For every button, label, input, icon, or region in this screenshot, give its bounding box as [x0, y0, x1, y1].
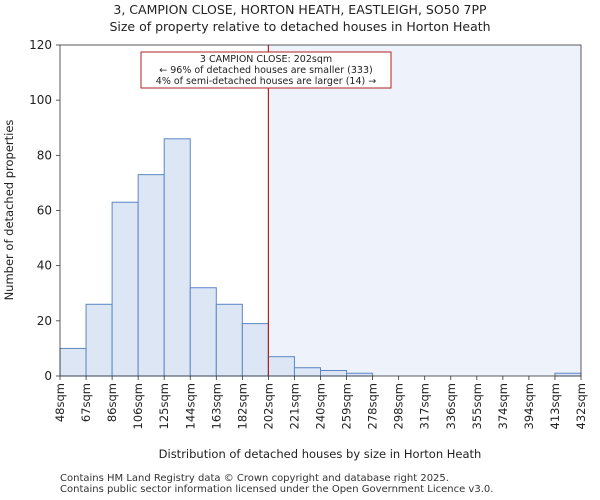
bar-48sqm: [59, 347, 87, 377]
bar-86sqm: [111, 201, 139, 377]
x-axis-ticks: 48sqm 67sqm 86sqm 106sqm 125sqm 144sqm 163sqm 1…: [53, 376, 588, 429]
annotation-line-2: ← 96% of detached houses are smaller (33…: [159, 65, 372, 76]
x-tick-label-317sqm: 317sqm: [418, 383, 432, 429]
x-tick-label-394sqm: 394sqm: [522, 383, 536, 429]
y-tick-label-80: 80: [37, 148, 52, 162]
y-tick-label-40: 40: [37, 259, 52, 273]
annotation-line-1: 3 CAMPION CLOSE: 202sqm: [200, 54, 332, 65]
chart-subtitle: Size of property relative to detached ho…: [109, 19, 490, 34]
bar-163sqm: [215, 303, 243, 377]
x-tick-label-144sqm: 144sqm: [183, 383, 197, 429]
x-tick-label-259sqm: 259sqm: [340, 383, 354, 429]
x-tick-label-221sqm: 221sqm: [287, 383, 301, 429]
annotation-line-3: 4% of semi-detached houses are larger (1…: [156, 76, 376, 87]
bar-240sqm: [320, 369, 348, 377]
x-tick-label-125sqm: 125sqm: [157, 383, 171, 429]
y-axis-ticks: 0 20 40 60 80 100 120: [29, 38, 60, 383]
x-tick-label-67sqm: 67sqm: [79, 383, 93, 422]
x-tick-label-413sqm: 413sqm: [548, 383, 562, 429]
bar-182sqm: [241, 323, 269, 377]
x-tick-label-106sqm: 106sqm: [131, 383, 145, 429]
x-tick-label-336sqm: 336sqm: [444, 383, 458, 429]
bar-106sqm: [137, 174, 165, 377]
bar-221sqm: [293, 367, 322, 377]
y-tick-label-120: 120: [29, 38, 52, 52]
x-tick-label-86sqm: 86sqm: [105, 383, 119, 422]
bars-group: [59, 138, 582, 377]
bar-125sqm: [163, 138, 191, 377]
bar-202sqm: [267, 356, 295, 377]
footer-line-1: Contains HM Land Registry data © Crown c…: [60, 473, 449, 484]
chart-title: 3, CAMPION CLOSE, HORTON HEATH, EASTLEIG…: [113, 2, 487, 17]
footer-line-2: Contains public sector information licen…: [60, 484, 494, 495]
bar-259sqm: [346, 372, 374, 377]
x-tick-label-355sqm: 355sqm: [470, 383, 484, 429]
y-tick-label-0: 0: [44, 369, 52, 383]
annotation-border: [140, 51, 392, 89]
x-tick-label-278sqm: 278sqm: [366, 383, 380, 429]
x-tick-label-240sqm: 240sqm: [314, 383, 328, 429]
y-tick-label-20: 20: [37, 314, 52, 328]
x-tick-label-182sqm: 182sqm: [235, 383, 249, 429]
bar-67sqm: [85, 303, 113, 377]
bar-144sqm: [189, 287, 217, 377]
x-axis-label: Distribution of detached houses by size …: [159, 447, 482, 461]
x-tick-label-298sqm: 298sqm: [392, 383, 406, 429]
footer-attribution: Contains HM Land Registry data © Crown c…: [60, 473, 493, 495]
annotation-box: 3 CAMPION CLOSE: 202sqm ← 96% of detache…: [140, 51, 392, 89]
y-axis-label: Number of detached properties: [2, 120, 16, 301]
x-tick-label-432sqm: 432sqm: [574, 383, 588, 429]
y-tick-label-100: 100: [29, 93, 52, 107]
y-tick-label-60: 60: [37, 204, 52, 218]
bar-413sqm: [554, 372, 582, 377]
x-tick-label-48sqm: 48sqm: [53, 383, 67, 422]
x-tick-label-374sqm: 374sqm: [496, 383, 510, 429]
x-tick-label-163sqm: 163sqm: [209, 383, 223, 429]
above-property-region: [268, 45, 581, 376]
x-tick-label-202sqm: 202sqm: [261, 383, 275, 429]
